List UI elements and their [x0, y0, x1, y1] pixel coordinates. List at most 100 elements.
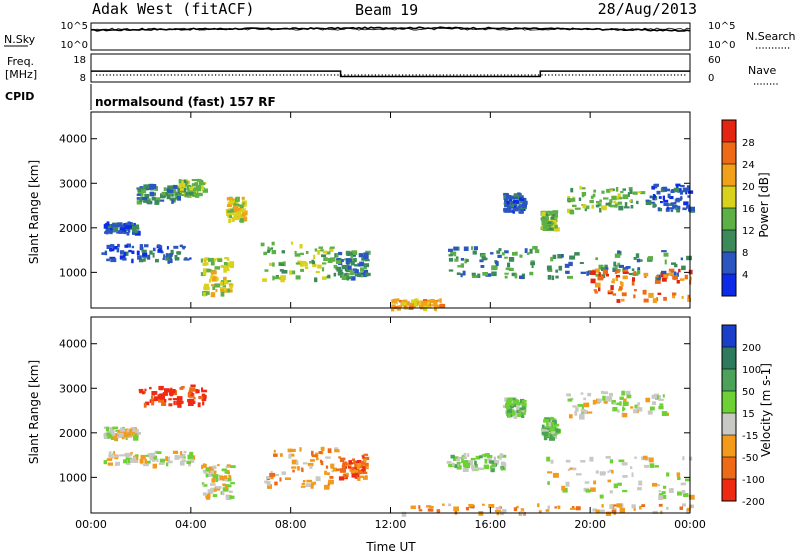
echo-cell: [659, 403, 664, 406]
colorbar-segment: [722, 252, 736, 275]
echo-cell: [643, 455, 648, 460]
echo-cell: [141, 187, 146, 191]
echo-cell: [601, 504, 604, 508]
echo-cell: [157, 244, 161, 247]
echo-cell: [320, 249, 324, 252]
echo-cell: [141, 249, 147, 253]
echo-cell: [345, 463, 351, 466]
echo-cell: [654, 280, 661, 284]
echo-cell: [163, 254, 166, 258]
echo-cell: [347, 276, 353, 280]
echo-cell: [648, 457, 654, 463]
echo-cell: [229, 287, 233, 291]
echo-cell: [351, 473, 357, 478]
echo-cell: [618, 288, 622, 292]
echo-cell: [521, 404, 526, 407]
echo-cell: [120, 225, 127, 229]
echo-cell: [679, 278, 685, 281]
echo-cell: [471, 272, 476, 276]
echo-cell: [658, 490, 661, 493]
echo-cell: [125, 452, 131, 458]
echo-cell: [110, 436, 116, 440]
nave-label: Nave: [748, 64, 776, 77]
echo-cell: [610, 204, 615, 208]
echo-cell: [151, 400, 155, 406]
echo-cell: [617, 262, 621, 267]
echo-cell: [613, 504, 617, 507]
echo-cell: [621, 462, 628, 466]
echo-cell: [184, 194, 190, 198]
echo-cell: [279, 269, 284, 272]
echo-cell: [661, 411, 668, 416]
echo-cell: [464, 463, 471, 469]
echo-cell: [611, 195, 617, 200]
echo-cell: [669, 207, 675, 210]
echo-cell: [504, 397, 508, 402]
echo-cell: [361, 257, 364, 261]
echo-cell: [511, 272, 517, 277]
echo-cell: [543, 435, 548, 441]
echo-cell: [506, 200, 510, 205]
echo-cell: [321, 267, 325, 272]
echo-cell: [342, 461, 348, 465]
echo-cell: [682, 493, 689, 497]
echo-cell: [362, 471, 368, 475]
echo-cell: [462, 468, 469, 472]
echo-cell: [201, 186, 205, 191]
echo-cell: [365, 462, 369, 466]
echo-cell: [203, 471, 208, 474]
echo-cell: [159, 199, 165, 202]
echo-cell: [501, 462, 507, 468]
echo-cell: [611, 280, 615, 284]
echo-cell: [554, 222, 558, 225]
echo-cell: [592, 399, 596, 405]
echo-cell: [580, 408, 586, 413]
echo-cell: [565, 270, 570, 274]
echo-cell: [576, 473, 582, 476]
echo-cell: [419, 303, 424, 309]
echo-cell: [116, 436, 122, 439]
echo-cell: [633, 506, 636, 511]
echo-cell: [271, 247, 274, 250]
echo-cell: [139, 244, 143, 249]
colorbar-segment: [722, 479, 736, 502]
echo-cell: [312, 260, 316, 265]
echo-cell: [295, 262, 301, 265]
echo-cell: [645, 397, 651, 403]
echo-cell: [142, 252, 148, 257]
echo-cell: [477, 273, 481, 278]
echo-cell: [338, 251, 343, 256]
echo-cell: [315, 457, 319, 461]
echo-cell: [605, 456, 611, 459]
echo-cell: [504, 250, 509, 254]
echo-cell: [139, 247, 144, 251]
echo-cell: [336, 266, 340, 272]
echo-cell: [656, 297, 659, 302]
echo-cell: [615, 274, 621, 278]
echo-cell: [617, 193, 621, 198]
echo-cell: [644, 464, 649, 468]
echo-cell: [584, 207, 587, 212]
echo-cell: [272, 275, 275, 281]
echo-cell: [587, 392, 592, 397]
echo-cell: [648, 292, 654, 298]
echo-cell: [666, 506, 669, 510]
colorbar-segment: [722, 120, 736, 143]
colorbar-segment: [722, 435, 736, 458]
echo-cell: [521, 413, 525, 418]
echo-cell: [155, 258, 159, 263]
echo-cell: [579, 414, 585, 420]
echo-cell: [209, 483, 216, 486]
echo-cell: [186, 460, 191, 465]
echo-cell: [475, 455, 481, 460]
echo-cell: [467, 460, 473, 466]
echo-cell: [224, 265, 229, 269]
echo-cell: [189, 257, 192, 260]
echo-cell: [152, 459, 156, 462]
echo-cell: [105, 227, 109, 230]
colorbar-segment: [722, 186, 736, 209]
echo-cell: [670, 209, 674, 212]
cpid-label: CPID: [5, 90, 34, 103]
echo-cell: [453, 456, 459, 461]
echo-cell: [681, 296, 684, 299]
